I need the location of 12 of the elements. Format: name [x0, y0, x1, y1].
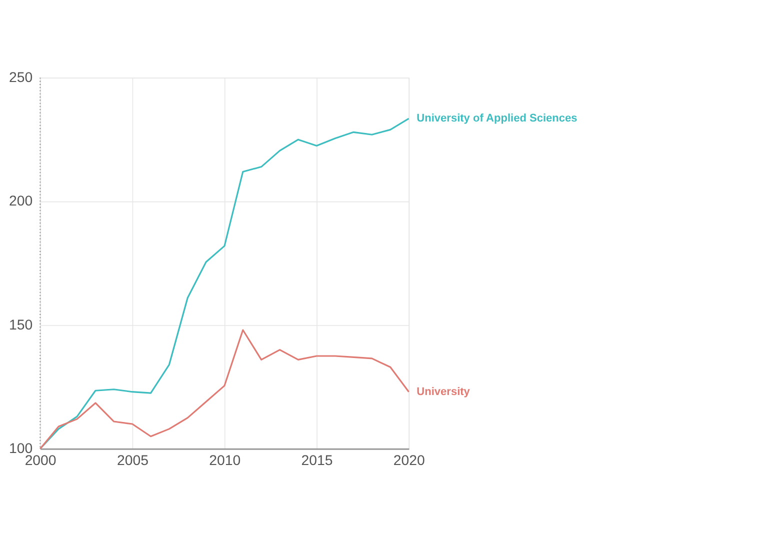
series-label: University of Applied Sciences [416, 112, 578, 125]
series-label: University [416, 386, 471, 398]
x-tick-label: 2010 [209, 452, 241, 469]
x-tick-label: 2005 [116, 452, 149, 469]
x-tick-label: 2020 [393, 452, 426, 469]
line-series [39, 329, 410, 450]
line-series [39, 118, 410, 450]
x-tick-label: 2015 [301, 452, 333, 469]
y-tick-label: 200 [9, 194, 33, 210]
x-tick-label: 2000 [24, 452, 56, 469]
y-tick-label: 250 [9, 70, 33, 86]
y-tick-label: 150 [9, 317, 33, 334]
